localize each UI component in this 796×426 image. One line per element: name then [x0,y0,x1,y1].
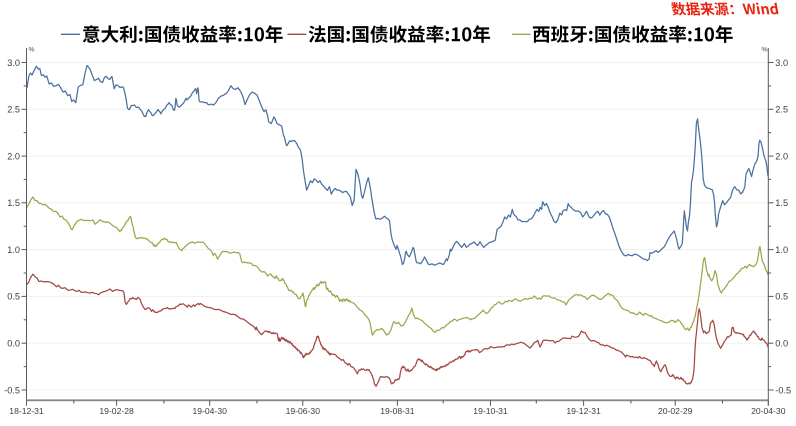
svg-text:0.5: 0.5 [775,292,788,302]
svg-text:1.0: 1.0 [775,245,788,255]
svg-text:3.0: 3.0 [775,58,788,68]
svg-text:0.0: 0.0 [775,339,788,349]
svg-text:0.5: 0.5 [7,292,20,302]
svg-text:%: % [29,47,35,54]
svg-text:19-10-31: 19-10-31 [473,406,508,416]
svg-text:2.5: 2.5 [7,105,20,115]
svg-text:0.0: 0.0 [7,339,20,349]
svg-text:1.0: 1.0 [7,245,20,255]
svg-text:%: % [762,47,768,54]
svg-text:-0.5: -0.5 [4,385,20,395]
svg-text:1.5: 1.5 [7,198,20,208]
svg-text:3.0: 3.0 [7,58,20,68]
svg-text:2.5: 2.5 [775,105,788,115]
svg-text:19-02-28: 19-02-28 [99,406,134,416]
svg-text:19-12-31: 19-12-31 [566,406,601,416]
svg-text:20-02-29: 20-02-29 [658,406,693,416]
svg-text:19-04-30: 19-04-30 [192,406,227,416]
svg-text:19-06-30: 19-06-30 [286,406,321,416]
svg-text:20-04-30: 20-04-30 [751,406,786,416]
svg-text:-0.5: -0.5 [775,385,791,395]
svg-text:1.5: 1.5 [775,198,788,208]
svg-text:19-08-31: 19-08-31 [380,406,415,416]
svg-text:2.0: 2.0 [7,151,20,161]
svg-text:18-12-31: 18-12-31 [9,406,44,416]
svg-text:2.0: 2.0 [775,151,788,161]
